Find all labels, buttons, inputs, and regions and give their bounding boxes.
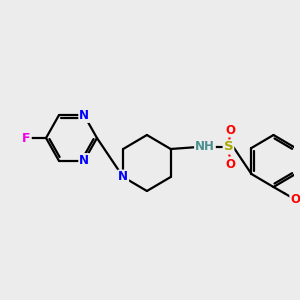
Text: F: F [22,131,31,145]
Text: S: S [224,140,233,154]
Text: O: O [225,124,236,136]
Text: N: N [79,154,89,167]
Text: N: N [118,170,128,184]
Text: N: N [79,109,89,122]
Text: O: O [225,158,236,170]
Text: O: O [290,193,300,206]
Text: NH: NH [195,140,215,154]
